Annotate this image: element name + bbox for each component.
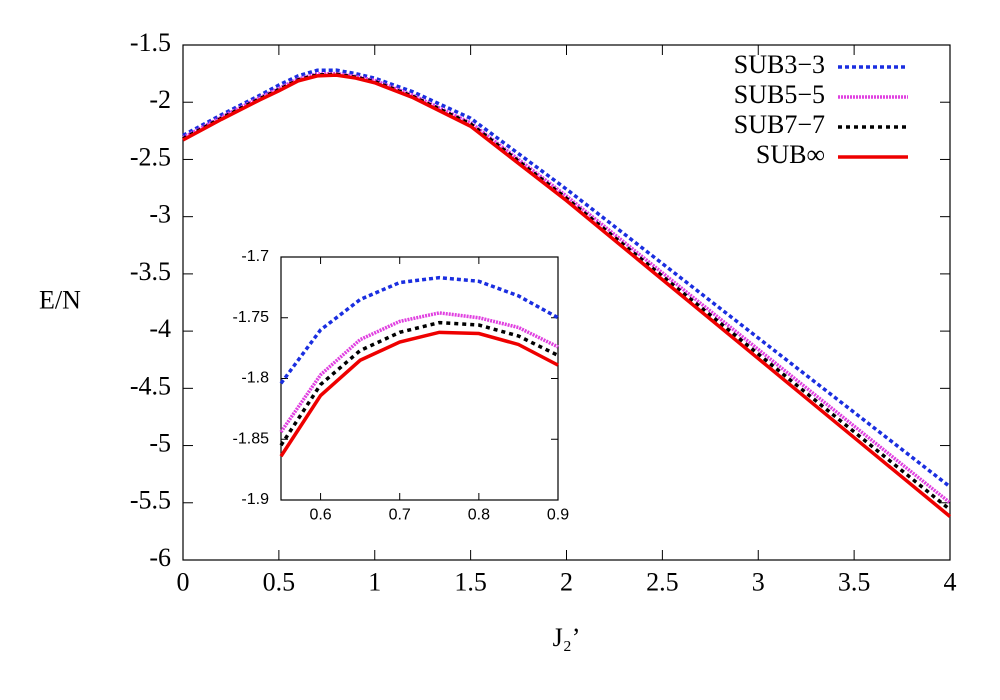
x-tick-label: 0 [177,568,190,597]
y-tick-label: -1.9 [241,491,269,508]
x-tick-label: 0.6 [309,506,331,523]
plot-frame [280,256,559,501]
y-axis-label: E/N [39,285,81,314]
series-line [279,320,559,447]
y-tick-label: -1.85 [233,430,270,447]
x-tick-label: 3.5 [838,568,871,597]
x-tick-label: 0.8 [468,506,490,523]
y-tick-label: -3 [149,200,171,229]
x-tick-label: 0.5 [263,568,296,597]
x-tick-label: 0.7 [389,506,411,523]
x-tick-label: 2.5 [646,568,679,597]
series-line [279,275,559,385]
inset-background [281,257,558,500]
plot-frame [182,44,951,561]
y-tick-label: -5.5 [130,486,171,515]
x-tick-label: 0.9 [547,506,569,523]
y-tick-label: -1.75 [233,309,270,326]
main-plot: 0 0.5 1 1.5 2 2.5 3 3.5 4 -6 -5.5 -5 -4.5 -4 -3.5 -3 -2.… [39,28,956,652]
series-line [182,73,952,518]
y-tick-label: -4 [149,314,171,343]
x-tick-label: 2 [560,568,573,597]
legend-label: SUB5−5 [734,80,825,109]
legend-label: SUB7−7 [734,110,825,139]
y-tick-label: -4.5 [130,371,171,400]
y-tick-label: -6 [149,543,171,572]
y-tick-label: -1.5 [130,28,171,57]
y-tick-label: -3.5 [130,257,171,286]
y-tick-label: -2.5 [130,142,171,171]
x-tick-label: 1 [368,568,381,597]
series-line [279,330,559,458]
y-tick-label: -2 [149,85,171,114]
y-tick-label: -1.7 [241,248,269,265]
x-axis-label: J₂’ [553,623,581,652]
inset-plot: 0.6 0.7 0.8 0.9 -1.9 -1.85 -1.8 -1.75 -1.7 [233,248,570,523]
y-tick-label: -1.8 [241,370,269,387]
y-tick-label: -5 [149,429,171,458]
x-tick-label: 3 [752,568,765,597]
series-line [279,311,559,433]
x-tick-label: 4 [944,568,957,597]
series-line [182,68,952,489]
x-tick-label: 1.5 [454,568,487,597]
legend-label: SUB3−3 [734,50,825,79]
legend-label: SUB∞ [756,140,825,169]
